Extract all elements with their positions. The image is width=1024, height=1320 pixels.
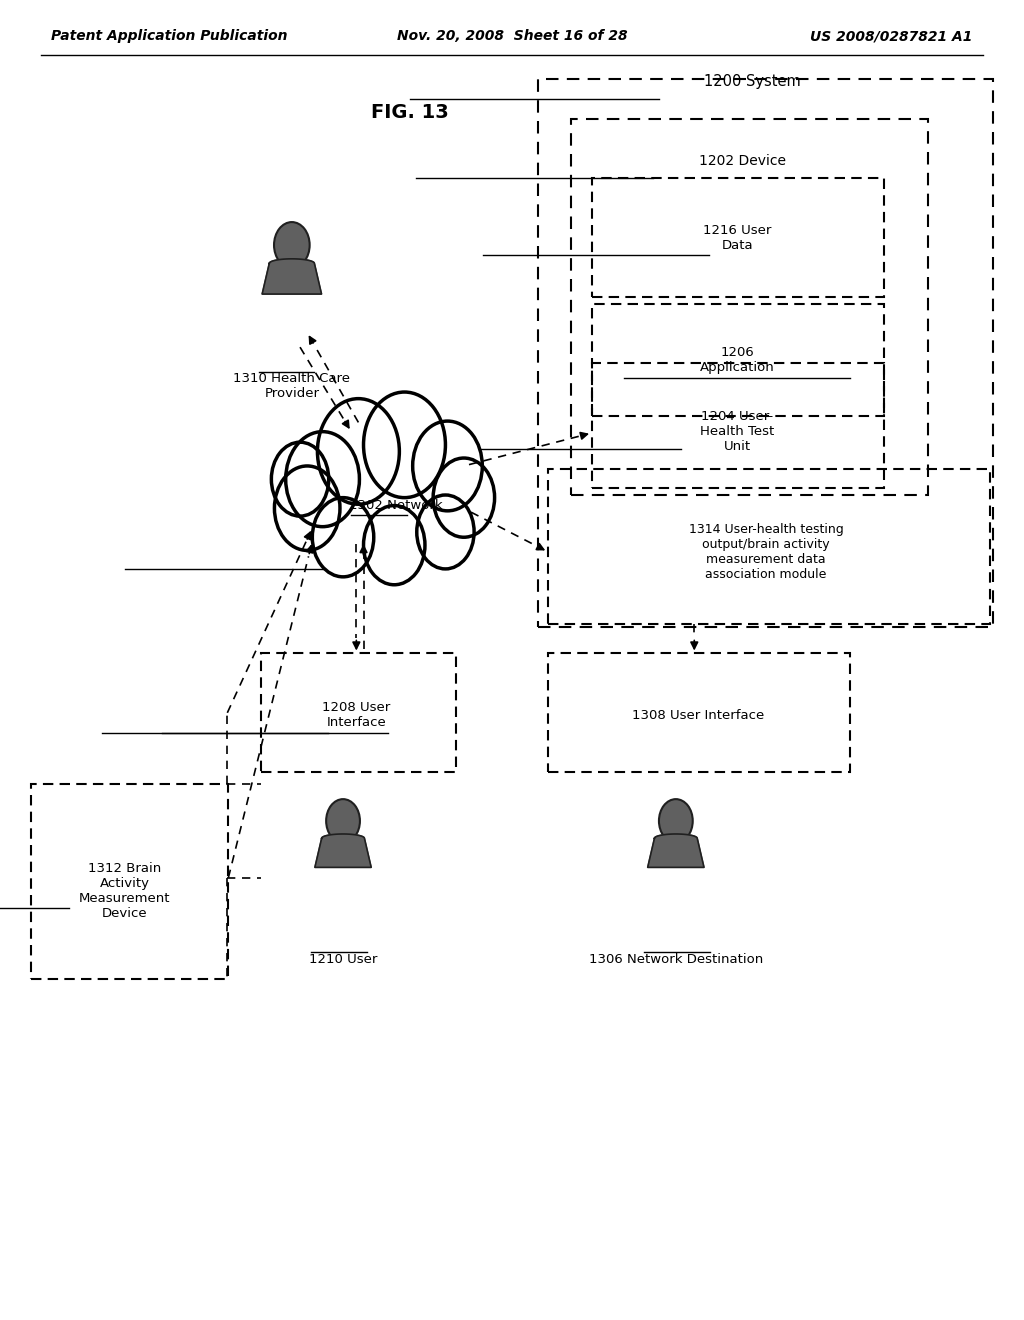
Circle shape xyxy=(659,799,692,842)
Polygon shape xyxy=(648,834,705,867)
Text: 1314 User-health testing
output/brain activity
measurement data
association modu: 1314 User-health testing output/brain ac… xyxy=(688,523,844,581)
Text: 1302 Network: 1302 Network xyxy=(349,499,443,512)
Circle shape xyxy=(274,222,309,268)
Text: FIG. 13: FIG. 13 xyxy=(371,103,449,121)
Circle shape xyxy=(364,392,445,498)
Text: 1308 User Interface: 1308 User Interface xyxy=(632,709,765,722)
Text: 1210 User: 1210 User xyxy=(309,953,377,966)
Circle shape xyxy=(364,506,425,585)
Text: Nov. 20, 2008  Sheet 16 of 28: Nov. 20, 2008 Sheet 16 of 28 xyxy=(396,29,628,44)
Circle shape xyxy=(413,421,482,511)
Circle shape xyxy=(433,458,495,537)
Text: Patent Application Publication: Patent Application Publication xyxy=(51,29,288,44)
Circle shape xyxy=(312,498,374,577)
Polygon shape xyxy=(262,259,322,294)
Polygon shape xyxy=(315,834,372,867)
Text: 1312 Brain
Activity
Measurement
Device: 1312 Brain Activity Measurement Device xyxy=(79,862,171,920)
Text: 1200 System: 1200 System xyxy=(705,74,801,90)
Text: 1204 User-
Health Test
Unit: 1204 User- Health Test Unit xyxy=(700,411,774,453)
Text: 1306 Network Destination: 1306 Network Destination xyxy=(589,953,763,966)
Circle shape xyxy=(271,442,329,516)
Text: 1216 User
Data: 1216 User Data xyxy=(703,223,771,252)
Text: 1310 Health Care
Provider: 1310 Health Care Provider xyxy=(233,372,350,400)
Text: 1208 User
Interface: 1208 User Interface xyxy=(323,701,390,730)
Circle shape xyxy=(317,399,399,504)
Circle shape xyxy=(274,466,340,550)
Text: 1206
Application: 1206 Application xyxy=(700,346,774,375)
Circle shape xyxy=(326,799,360,842)
Circle shape xyxy=(417,495,474,569)
Circle shape xyxy=(286,432,359,527)
Text: US 2008/0287821 A1: US 2008/0287821 A1 xyxy=(810,29,973,44)
Text: 1202 Device: 1202 Device xyxy=(699,154,785,168)
